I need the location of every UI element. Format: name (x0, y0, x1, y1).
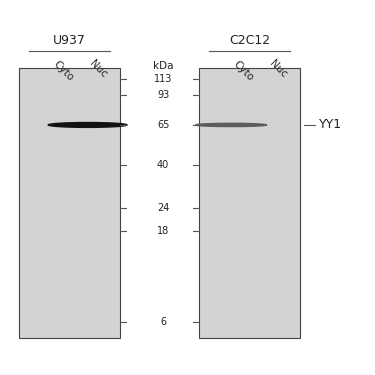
Text: U937: U937 (53, 34, 86, 47)
Text: 113: 113 (154, 74, 173, 84)
Text: YY1: YY1 (319, 118, 342, 132)
Text: 93: 93 (157, 90, 169, 100)
Text: 6: 6 (160, 317, 166, 327)
Ellipse shape (195, 123, 267, 126)
Bar (19, 68, 120, 338)
Text: kDa: kDa (153, 61, 173, 71)
Text: 18: 18 (157, 226, 169, 236)
Text: Cyto: Cyto (51, 58, 75, 82)
Text: 40: 40 (157, 160, 169, 170)
Text: 24: 24 (157, 202, 170, 213)
Bar (199, 68, 300, 338)
Text: Nuc: Nuc (88, 58, 109, 80)
Text: C2C12: C2C12 (229, 34, 270, 47)
Text: Cyto: Cyto (231, 58, 255, 82)
Text: 65: 65 (157, 120, 170, 130)
Text: Nuc: Nuc (268, 58, 289, 80)
Ellipse shape (48, 123, 127, 128)
